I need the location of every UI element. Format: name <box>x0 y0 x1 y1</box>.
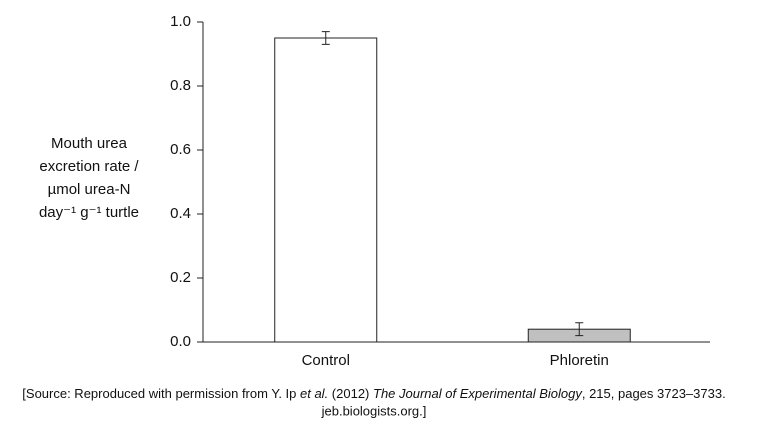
error-bar <box>575 322 584 337</box>
x-tick-label: Control <box>302 352 350 369</box>
y-axis-label: Mouth urea <box>51 135 128 152</box>
y-tick-label: 0.6 <box>170 141 191 158</box>
y-tick-label: 0.8 <box>170 77 191 94</box>
y-axis-label: excretion rate / <box>39 158 139 175</box>
source-line: [Source: Reproduced with permission from… <box>22 386 725 401</box>
y-axis-label: µmol urea-N <box>48 181 131 198</box>
y-tick-label: 1.0 <box>170 13 191 30</box>
error-bar <box>321 31 330 45</box>
y-tick-label: 0.4 <box>170 205 191 222</box>
source-text: et al. <box>300 386 328 401</box>
source-line: jeb.biologists.org.] <box>321 403 427 418</box>
source-text: The Journal of Experimental Biology <box>373 386 583 401</box>
source-text: [Source: Reproduced with permission from… <box>22 386 300 401</box>
source-text: , 215, pages 3723–3733. <box>582 386 726 401</box>
x-tick-label: Phloretin <box>550 352 609 369</box>
source-text: (2012) <box>328 386 373 401</box>
y-axis-label: day⁻¹ g⁻¹ turtle <box>39 204 139 221</box>
bar <box>274 37 378 343</box>
y-tick-label: 0.0 <box>170 333 191 350</box>
y-tick-label: 0.2 <box>170 269 191 286</box>
